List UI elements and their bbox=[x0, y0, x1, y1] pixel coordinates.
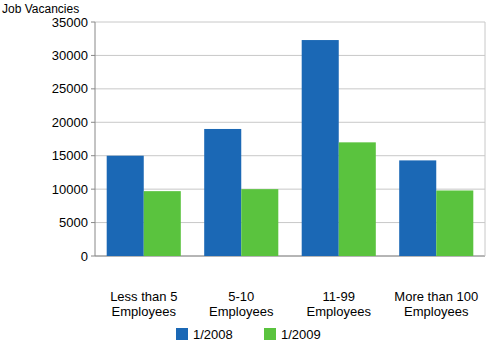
y-tick bbox=[91, 88, 95, 89]
x-tick-label-line: More than 100 bbox=[394, 289, 478, 304]
chart-root: Job Vacancies050001000015000200002500030… bbox=[0, 0, 500, 350]
y-axis-line bbox=[95, 22, 96, 256]
legend-label: 1/2009 bbox=[281, 327, 321, 342]
bar bbox=[399, 160, 436, 256]
x-tick-label: 5-10Employees bbox=[209, 289, 274, 319]
y-tick-label: 0 bbox=[81, 249, 88, 264]
legend-label: 1/2008 bbox=[193, 327, 233, 342]
bar bbox=[241, 189, 278, 256]
y-tick bbox=[91, 122, 95, 123]
grid-line bbox=[95, 55, 485, 56]
legend: 1/2008 1/2009 bbox=[176, 327, 321, 342]
y-tick-label: 35000 bbox=[52, 15, 88, 30]
x-tick-label-line: 11-99 bbox=[323, 289, 355, 304]
grid-line bbox=[95, 155, 485, 156]
y-tick-label: 15000 bbox=[52, 148, 88, 163]
y-tick-label: 30000 bbox=[52, 48, 88, 63]
plot-frame bbox=[485, 22, 486, 256]
y-tick-label: 20000 bbox=[52, 115, 88, 130]
legend-swatch bbox=[176, 328, 188, 340]
x-tick-label: Less than 5Employees bbox=[110, 289, 177, 319]
x-tick-label: More than 100Employees bbox=[394, 289, 478, 319]
grid-line bbox=[95, 122, 485, 123]
x-tick-label-line: Employees bbox=[209, 304, 274, 319]
y-tick bbox=[91, 155, 95, 156]
y-tick bbox=[91, 256, 95, 257]
bar bbox=[107, 156, 144, 256]
y-tick bbox=[91, 189, 95, 190]
grid-line bbox=[95, 22, 485, 23]
y-tick-label: 10000 bbox=[52, 182, 88, 197]
y-tick bbox=[91, 55, 95, 56]
y-tick bbox=[91, 22, 95, 23]
x-tick-label-line: Employees bbox=[307, 304, 372, 319]
bar bbox=[204, 129, 241, 256]
y-tick bbox=[91, 222, 95, 223]
bar bbox=[436, 190, 473, 256]
bar bbox=[302, 40, 339, 256]
chart-svg: Job Vacancies050001000015000200002500030… bbox=[0, 0, 500, 350]
y-tick-label: 25000 bbox=[52, 81, 88, 96]
y-tick-label: 5000 bbox=[59, 215, 88, 230]
x-tick-label-line: Employees bbox=[404, 304, 469, 319]
grid-line bbox=[95, 88, 485, 89]
x-tick-label-line: 5-10 bbox=[228, 289, 254, 304]
bars bbox=[107, 40, 474, 256]
x-tick-label-line: Less than 5 bbox=[110, 289, 177, 304]
bar bbox=[339, 142, 376, 256]
x-tick-label-line: Employees bbox=[112, 304, 177, 319]
x-tick-label: 11-99Employees bbox=[307, 289, 372, 319]
legend-swatch bbox=[264, 328, 276, 340]
bar bbox=[144, 191, 181, 256]
